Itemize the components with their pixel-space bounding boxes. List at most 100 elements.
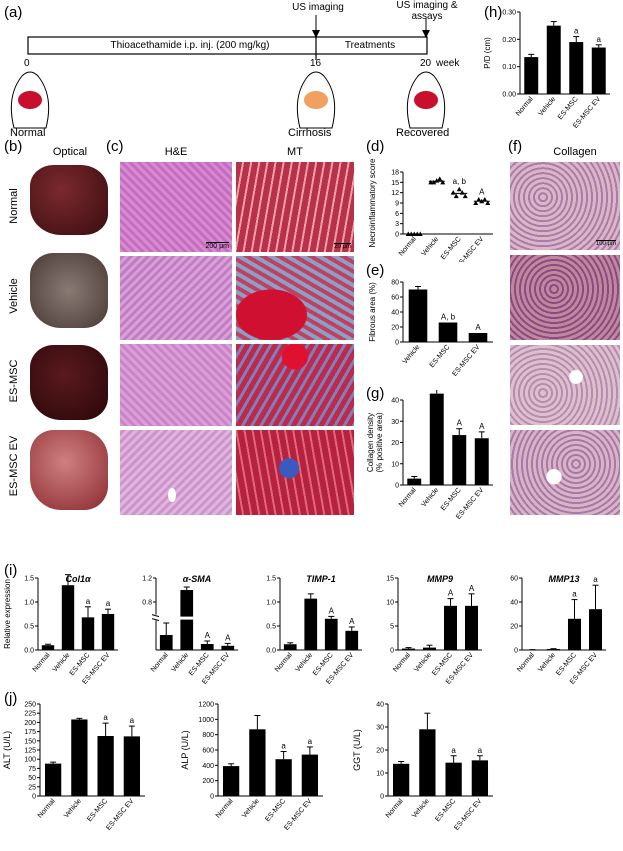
timp1-xtick-label: Vehicle — [294, 652, 314, 674]
mmp13-sig-label: a — [572, 590, 577, 599]
e-xtick-label: ES-MSC — [429, 344, 452, 369]
g-sig-label: A — [479, 422, 485, 431]
mmp9-bar — [422, 647, 437, 650]
ggt-ylabel: GGT (U/L) — [352, 729, 362, 771]
alp-ytick-label: 1000 — [198, 717, 214, 724]
g-ytick-label: 40 — [391, 398, 399, 405]
alp-bar — [275, 759, 292, 796]
ggt-bar — [471, 760, 489, 796]
h-xtick-label: Vehicle — [537, 96, 557, 118]
alt-ytick-label: 175 — [24, 729, 36, 736]
he-header: H&E — [164, 146, 188, 158]
col1a-ytick-label: 0.0 — [24, 648, 34, 655]
asma-bar-break — [179, 616, 194, 620]
e-ytick-label: 60 — [391, 295, 399, 302]
ggt-sig-label: a — [478, 746, 483, 755]
timp1-sig-label: A — [349, 617, 355, 626]
d-sig-label: A — [479, 188, 485, 197]
alp-ytick-label: 600 — [202, 748, 214, 755]
h-bar — [569, 42, 584, 94]
e-ytick-label: 80 — [391, 280, 399, 287]
row-label-vehicle: Vehicle — [8, 278, 20, 314]
mmp13-bar — [567, 618, 582, 650]
e-ytick-label: 40 — [391, 310, 399, 317]
alp-ylabel: ALP (U/L) — [180, 730, 190, 769]
alt-xtick-label: ES-MSC — [86, 798, 109, 823]
ggt-bar — [445, 762, 462, 796]
timp1-bar — [283, 644, 297, 650]
alp-sig-label: a — [281, 742, 286, 751]
d-ytick-label: 15 — [391, 180, 399, 187]
alp-sig-label: a — [308, 737, 313, 746]
col1a-bar — [61, 585, 75, 650]
chart-g: 0 10 20 30 40 Collagen density (% positive are… — [366, 390, 493, 521]
e-sig-label: A, b — [441, 313, 456, 322]
alp-xtick-label: ES-MSC EV — [283, 798, 313, 832]
ggt-bar — [392, 763, 410, 796]
d-point — [473, 200, 479, 205]
d-point — [485, 200, 491, 205]
mt-normal-image: 20 μm — [236, 162, 354, 252]
alt-ytick-label: 0 — [32, 794, 36, 801]
d-ytick-label: 3 — [395, 221, 399, 228]
col1a-ytick-label: 0.5 — [24, 624, 34, 631]
alp-bar — [249, 729, 266, 796]
timp1-xtick-label: Normal — [274, 651, 294, 673]
panel-b-label: (b) — [4, 138, 23, 155]
panel-a-label: (a) — [4, 4, 23, 21]
d-ytick-label: 6 — [395, 211, 399, 218]
d-point — [431, 179, 437, 185]
d-xtick-label: Normal — [398, 235, 418, 257]
col1a-sig-label: a — [86, 597, 91, 606]
alt-bar — [123, 736, 141, 796]
mt-header: MT — [287, 146, 303, 158]
ggt-xtick-label: Vehicle — [411, 798, 431, 820]
alp-xtick-label: Vehicle — [241, 798, 261, 820]
h-sig-label: a — [574, 27, 579, 36]
panel-e-label: (e) — [366, 262, 385, 279]
he-scale-bar: 200 μm — [205, 242, 229, 250]
e-ytick-label: 20 — [391, 325, 399, 332]
event-us-imaging: US imaging — [292, 2, 344, 13]
liver-photo-vehicle — [30, 253, 108, 328]
h-xtick-label: Normal — [515, 95, 535, 117]
mt-es-msc-ev-image — [236, 430, 354, 515]
he-vessel — [168, 488, 176, 502]
asma-bar — [180, 590, 194, 650]
col1a-xtick-label: Normal — [32, 651, 52, 673]
d-ytick-label: 18 — [391, 170, 399, 177]
asma-bar — [221, 645, 235, 650]
asma-axis-break-mark — [151, 618, 160, 622]
g-bar — [407, 478, 422, 485]
chart-ggt: 0 10 20 30 40 GGT (U/L) Normal Vehicle a ES-MSC a E… — [352, 702, 493, 832]
tick-unit: week — [436, 58, 460, 69]
e-bar — [468, 333, 488, 342]
d-point — [482, 197, 488, 202]
ggt-xtick-label: ES-MSC EV — [453, 798, 483, 832]
d-ytick-label: 9 — [395, 201, 399, 208]
e-bar — [438, 322, 458, 342]
mt-vehicle-image — [236, 256, 354, 340]
alp-ytick-label: 200 — [202, 778, 214, 785]
asma-ytick-label: 0.8 — [142, 600, 152, 607]
alt-bar — [44, 763, 62, 796]
mmp13-sig-label: a — [593, 575, 598, 584]
chart-e: 0 20 40 60 80 Fibrous area (%) Vehicle A, b ES-M… — [368, 280, 493, 378]
h-ytick-label: 0.10 — [502, 64, 516, 71]
liver-normal-icon — [18, 91, 42, 109]
d-point — [453, 193, 459, 199]
alt-ytick-label: 200 — [24, 720, 36, 727]
mmp9-xtick-label: Normal — [392, 651, 412, 673]
mouse-recovered-icon — [406, 71, 446, 129]
e-ytick-label: 0 — [395, 340, 399, 347]
asma-bar — [200, 644, 214, 650]
g-bar — [474, 438, 489, 485]
e-xtick-label: Vehicle — [402, 344, 422, 366]
row-label-es-msc-ev: ES-MSC EV — [8, 435, 20, 497]
asma-axis-break — [153, 614, 159, 621]
alt-ytick-label: 250 — [24, 702, 36, 709]
panel-i-label: (i) — [4, 562, 18, 579]
alt-ylabel: ALT (U/L) — [2, 731, 12, 769]
